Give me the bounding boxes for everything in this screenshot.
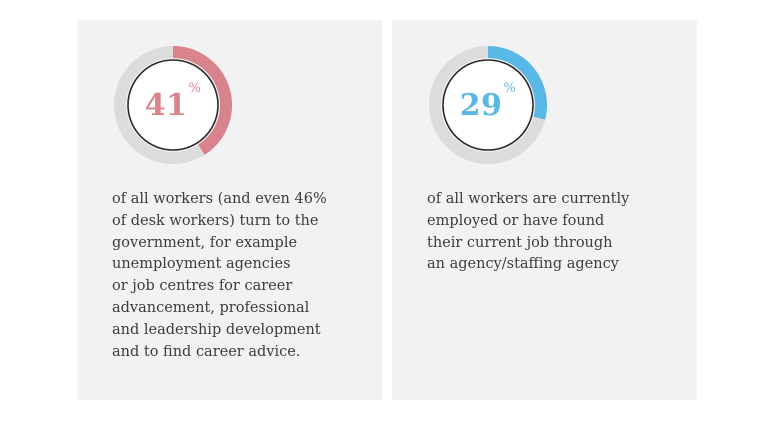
donut-chart: 29% [426, 43, 550, 167]
donut-chart: 41% [111, 43, 235, 167]
donut-svg [114, 46, 232, 164]
stat-card-workers-agency: 29% of all workers are currently employe… [392, 20, 697, 400]
stat-number-text: 29 [459, 87, 503, 123]
stat-description: of all workers (and even 46% of desk wor… [112, 191, 327, 360]
stat-percent-sign: % [503, 81, 517, 96]
donut-value-arc [172, 46, 232, 155]
stat-value: 29% [426, 43, 550, 167]
donut-value-arc [487, 46, 547, 120]
stat-value: 41% [111, 43, 235, 167]
stat-number-text: 41 [144, 87, 188, 123]
stat-card-workers-government: 41% of all workers (and even 46% of desk… [77, 20, 382, 400]
stat-description: of all workers are currently employed or… [427, 191, 630, 273]
donut-svg [429, 46, 547, 164]
stat-percent-sign: % [188, 81, 202, 96]
donut-inner-ring [442, 59, 534, 151]
donut-inner-ring [127, 59, 219, 151]
